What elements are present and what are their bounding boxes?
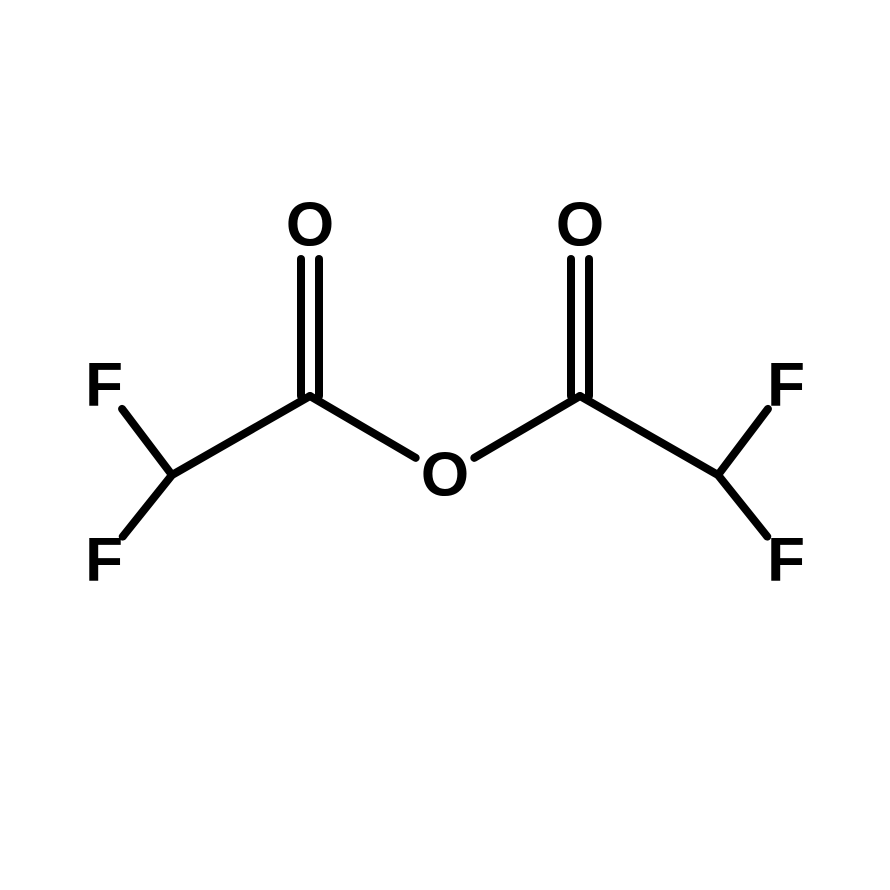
bond-line — [123, 475, 172, 537]
chemical-structure-diagram: O O O F F F F — [0, 0, 890, 890]
atom-label-f: F — [767, 526, 805, 595]
atom-label-o: O — [556, 191, 604, 260]
bond-line — [580, 396, 718, 475]
atom-label-o: O — [421, 441, 469, 510]
atom-label-o: O — [286, 191, 334, 260]
atom-label-f: F — [85, 351, 123, 420]
bond-line — [718, 409, 768, 475]
bond-line — [310, 396, 416, 458]
bond-line — [172, 396, 310, 475]
bond-line — [718, 475, 767, 537]
bond-line — [122, 409, 172, 475]
atom-label-f: F — [767, 351, 805, 420]
bond-line — [474, 396, 580, 458]
atom-label-f: F — [85, 526, 123, 595]
